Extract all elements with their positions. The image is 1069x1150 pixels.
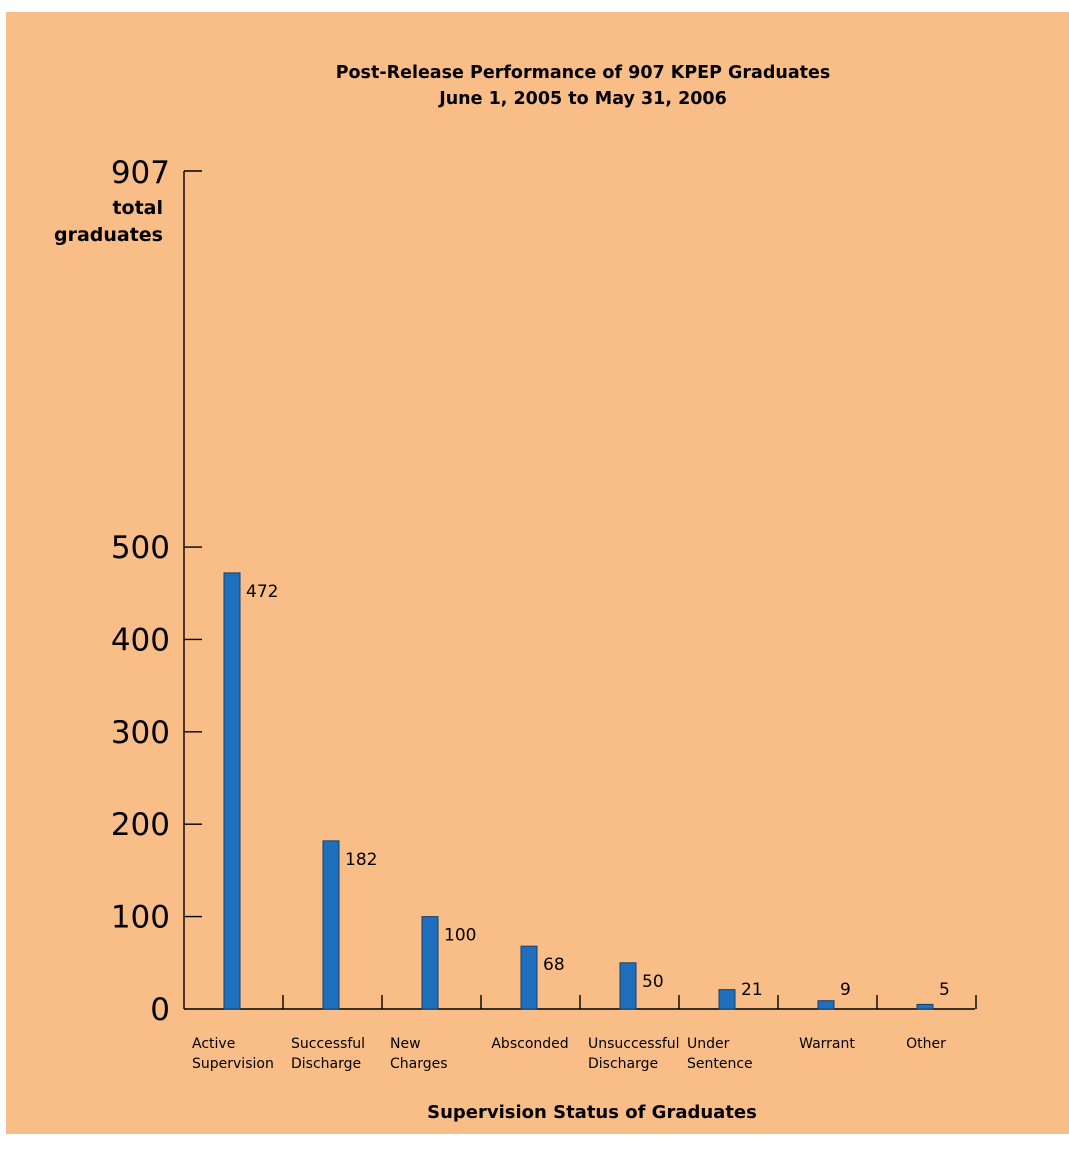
x-axis-labels: Active Supervision Successful Discharge New C…: [192, 1036, 946, 1072]
x-tick-label: Active: [192, 1036, 235, 1052]
data-label: 50: [642, 972, 664, 992]
x-tick-label: Unsuccessful: [588, 1036, 680, 1052]
bar: [916, 1003, 934, 1010]
chart-title: Post-Release Performance of 907 KPEP Gra…: [336, 63, 831, 83]
y-axis-title: total graduates: [54, 197, 163, 246]
data-label: 21: [741, 980, 763, 1000]
y-tick-label: 0: [150, 992, 170, 1028]
data-label: 5: [939, 980, 950, 1000]
axes: 0 100 200 300 400 500: [111, 170, 977, 1028]
y-axis-max-label: 907: [111, 155, 170, 191]
bars: 472 182 100 68 50 21 9 5: [223, 572, 950, 1010]
y-tick-label: 400: [111, 622, 170, 658]
x-axis-title: Supervision Status of Graduates: [427, 1102, 757, 1123]
x-tick-label: Charges: [390, 1056, 448, 1072]
y-tick-label: 100: [111, 900, 170, 936]
x-tick-label: Other: [906, 1036, 946, 1052]
y-tick-label: 200: [111, 807, 170, 843]
bar: [421, 916, 439, 1010]
x-tick-label: Successful: [291, 1036, 365, 1052]
x-tick-label: New: [390, 1036, 421, 1052]
chart-subtitle: June 1, 2005 to May 31, 2006: [438, 89, 727, 109]
data-label: 68: [543, 955, 565, 975]
bar: [817, 1000, 835, 1010]
bar: [520, 945, 538, 1010]
x-tick-label: Supervision: [192, 1056, 274, 1072]
y-tick-label: 300: [111, 715, 170, 751]
data-label: 9: [840, 980, 851, 1000]
x-tick-label: Warrant: [799, 1036, 855, 1052]
x-tick-label: Under: [687, 1036, 730, 1052]
y-tick-label: 500: [111, 530, 170, 566]
x-tick-label: Discharge: [291, 1056, 361, 1072]
x-tick-label: Absconded: [491, 1036, 568, 1052]
data-label: 182: [345, 850, 377, 870]
bar: [223, 572, 241, 1010]
y-axis-title-line: total: [112, 197, 163, 219]
x-tick-label: Discharge: [588, 1056, 658, 1072]
x-tick-label: Sentence: [687, 1056, 753, 1072]
y-axis-title-line: graduates: [54, 224, 163, 246]
bar: [322, 840, 340, 1010]
bar: [718, 989, 736, 1010]
data-label: 472: [246, 582, 278, 602]
data-label: 100: [444, 926, 476, 946]
bar: [619, 962, 637, 1010]
